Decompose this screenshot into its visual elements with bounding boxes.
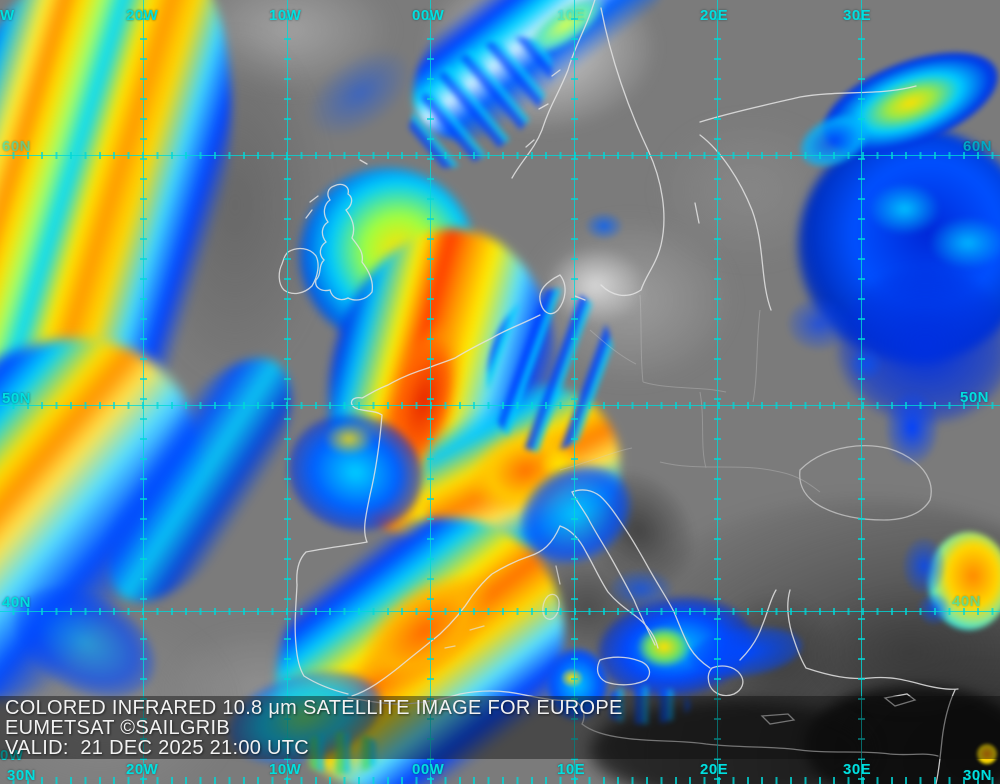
lon-label-bottom-30E: 30E (843, 761, 872, 778)
cloud-speck-denmark (585, 212, 623, 240)
cloud-core-baltic-cyan2 (922, 212, 1000, 274)
cloud-core-red-streak (369, 311, 479, 490)
lon-label-top-20W: 20W (126, 7, 159, 24)
lat-label-left-40N: 40N (2, 594, 32, 611)
meridian-10W (284, 0, 291, 784)
lon-label-top-10E: 10E (557, 7, 586, 24)
cloud-specks-baltic-west (788, 298, 850, 350)
lat-label-right-50N: 50N (960, 389, 990, 406)
lon-label-top-00W: 00W (412, 7, 445, 24)
meridian-20W (140, 0, 147, 784)
parallel-50N (0, 402, 1000, 409)
lon-label-bottom-20W: 20W (126, 761, 159, 778)
lat-label-right-30N: 30N (963, 767, 993, 784)
lon-label-top-20E: 20E (700, 7, 729, 24)
cloud-specks-bosnia (610, 570, 672, 608)
cloud-mass-baltic (798, 128, 1000, 363)
sea-dark-atlantic (150, 40, 320, 370)
cloud-band-atlantic-lower (0, 270, 274, 770)
caption-title: COLORED INFRARED 10.8 μm SATELLITE IMAGE… (5, 697, 623, 719)
cloud-front-uk (275, 143, 500, 368)
cloud-core-baltic-cyan1 (862, 178, 947, 240)
cloud-band-atlantic-main (0, 0, 298, 590)
parallel-40N (0, 608, 1000, 615)
cloud-speck-levant-blue1 (903, 538, 945, 594)
lon-label-top-10W: 10W (269, 7, 302, 24)
parallel-50N-ticks (0, 402, 1000, 409)
lat-label-left-50N: 50N (2, 390, 32, 407)
cloud-gray-central-europe (530, 220, 730, 380)
meridian-20W-ticks (140, 0, 147, 784)
cloud-speck-ukraine2 (850, 348, 882, 380)
caption-source: EUMETSAT ©SAILGRIB (5, 717, 230, 739)
lat-label-right-60N: 60N (963, 138, 993, 155)
lon-label-top-30E: 30E (843, 7, 872, 24)
lat-label-right-40N: 40N (952, 593, 982, 610)
dark-sea-adriatic (560, 450, 716, 611)
cloud-dashes-north-sea (384, 11, 576, 194)
cloud-cluster-balkans (591, 587, 760, 707)
meridian-20E-ticks (714, 0, 721, 784)
meridian-20E (714, 0, 721, 784)
cloud-white-germany (548, 248, 643, 323)
parallel-40N-ticks (0, 608, 1000, 615)
meridian-10W-ticks (284, 0, 291, 784)
lon-label-bottom-10W: 10W (269, 761, 302, 778)
cloud-gray-baltic-north (660, 120, 840, 260)
meridian-00W (427, 0, 434, 784)
cloud-core-balkans-green (633, 623, 695, 671)
meridian-00W-ticks (427, 0, 434, 784)
lon-label-bottom-00W: 00W (412, 761, 445, 778)
cloud-fringe-germany (474, 278, 627, 463)
lon-label-top-30W: W (0, 7, 15, 24)
cloud-core-spain-orange (338, 549, 513, 712)
cloud-front-france-core (309, 213, 576, 558)
caption-valid-time: VALID: 21 DEC 2025 21:00 UTC (5, 737, 310, 759)
meridian-30E (858, 0, 865, 784)
cloud-speck-biscay-yellow (318, 418, 380, 460)
lon-label-bottom-10E: 10E (557, 761, 586, 778)
lat-label-left-60N: 60N (2, 138, 32, 155)
caption-bar: COLORED INFRARED 10.8 μm SATELLITE IMAGE… (0, 696, 1000, 759)
parallel-60N-ticks (0, 152, 1000, 159)
bottom-edge-ticks (0, 777, 1000, 784)
meridian-30E-ticks (858, 0, 865, 784)
meridian-10E-ticks (571, 0, 578, 784)
cloud-white-norway-mass (425, 0, 655, 130)
parallel-60N (0, 152, 1000, 159)
lat-label-left-30N: 30N (7, 767, 37, 784)
meridian-10E (571, 0, 578, 784)
lon-label-bottom-20E: 20E (700, 761, 729, 778)
cloud-blob-biscay (275, 399, 436, 546)
cloud-speck-shetland (290, 29, 430, 157)
cloud-cell-levant (928, 532, 1000, 630)
cloud-streak-balkans-east (685, 620, 806, 684)
